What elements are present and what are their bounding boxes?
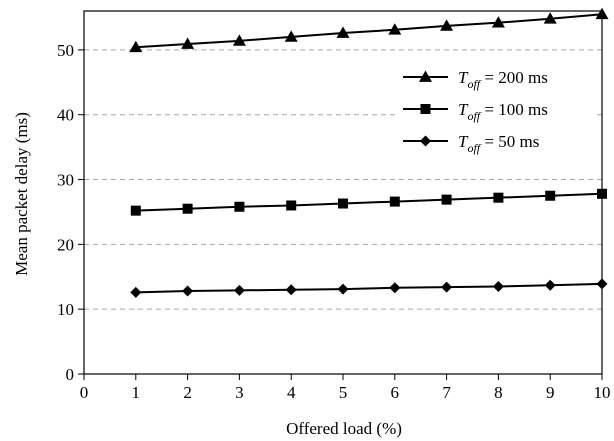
data-point-2-3 (285, 284, 297, 296)
x-tick-label-4: 4 (287, 383, 296, 402)
x-tick-label-8: 8 (494, 383, 503, 402)
x-tick-label-10: 10 (594, 383, 611, 402)
x-axis-ticks: 0 1 2 3 4 5 6 7 8 9 10 (80, 374, 611, 402)
data-point-2-6 (441, 281, 453, 293)
data-point-1-8 (545, 190, 556, 201)
y-axis-ticks: 0 10 20 30 40 50 (57, 41, 84, 384)
x-tick-label-7: 7 (442, 383, 451, 402)
y-tick-label-30: 30 (57, 171, 74, 190)
legend-entry-1: Toff = 100 ms (397, 97, 597, 123)
legend-label-0: Toff = 200 ms (458, 68, 548, 91)
data-point-0-7 (491, 16, 505, 28)
data-point-2-4 (337, 283, 349, 295)
data-point-0-0 (129, 40, 143, 53)
x-tick-label-0: 0 (80, 383, 89, 402)
data-point-0-5 (388, 23, 402, 35)
series-2-diamond (130, 278, 608, 298)
y-tick-label-10: 10 (57, 300, 74, 319)
x-tick-label-6: 6 (391, 383, 400, 402)
legend: Toff = 200 ms Toff = 100 ms Toff = 50 ms (397, 65, 597, 155)
data-point-0-6 (440, 19, 454, 31)
data-point-2-2 (233, 284, 245, 296)
x-tick-label-9: 9 (546, 383, 555, 402)
series-line-1 (135, 192, 603, 212)
legend-entry-0: Toff = 200 ms (397, 65, 597, 91)
y-tick-label-50: 50 (57, 41, 74, 60)
legend-marker-0 (419, 70, 432, 82)
data-point-0-3 (284, 30, 298, 42)
data-point-2-0 (130, 286, 142, 298)
data-point-2-1 (182, 285, 194, 297)
x-tick-label-3: 3 (235, 383, 244, 402)
legend-marker-2 (420, 135, 431, 147)
y-axis-label: Mean packet delay (ms) (12, 112, 31, 276)
data-point-1-3 (286, 200, 297, 211)
data-point-2-5 (389, 282, 401, 294)
data-point-0-2 (232, 34, 246, 46)
data-point-1-7 (493, 192, 504, 203)
x-tick-label-5: 5 (339, 383, 348, 402)
y-tick-label-20: 20 (57, 235, 74, 254)
data-point-0-8 (543, 12, 557, 24)
data-point-2-8 (544, 279, 556, 291)
data-point-1-0 (130, 205, 141, 216)
y-tick-label-0: 0 (66, 365, 75, 384)
series-0-triangle (129, 7, 609, 53)
x-tick-label-1: 1 (132, 383, 141, 402)
series-1-square (130, 188, 607, 216)
x-tick-label-2: 2 (183, 383, 192, 402)
data-point-2-9 (596, 278, 608, 290)
data-point-1-9 (597, 188, 607, 199)
data-point-1-2 (234, 201, 245, 212)
series-line-0 (135, 13, 603, 49)
data-point-0-4 (336, 26, 350, 38)
legend-label-2: Toff = 50 ms (458, 132, 539, 155)
x-axis-label: Offered load (%) (286, 419, 402, 438)
data-point-1-1 (182, 203, 193, 214)
data-point-0-9 (595, 7, 609, 20)
data-point-1-4 (338, 198, 348, 209)
series-group (129, 7, 609, 298)
data-point-1-5 (389, 196, 400, 207)
data-point-2-7 (492, 280, 504, 292)
y-tick-label-40: 40 (57, 106, 74, 125)
data-point-1-6 (441, 194, 452, 205)
legend-marker-1 (420, 104, 431, 114)
series-line-2 (135, 282, 603, 294)
data-point-0-1 (181, 37, 195, 49)
legend-label-1: Toff = 100 ms (458, 100, 548, 123)
legend-entry-2: Toff = 50 ms (397, 129, 597, 155)
